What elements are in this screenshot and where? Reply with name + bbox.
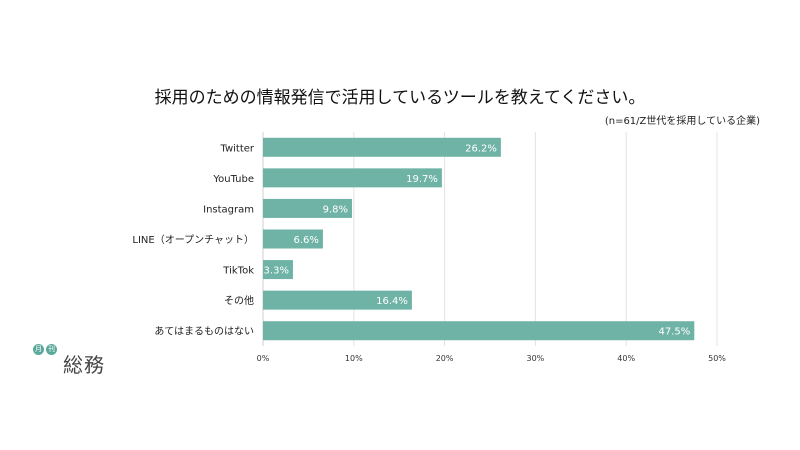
chart-title: 採用のための情報発信で活用しているツールを教えてください。 <box>154 88 646 108</box>
bar <box>263 198 352 218</box>
category-label: TikTok <box>222 266 254 277</box>
bar <box>263 260 293 280</box>
x-tick-label: 0% <box>257 354 270 363</box>
data-label: 9.8% <box>323 204 348 215</box>
bar <box>263 290 412 310</box>
logo-badge-2: 刊 <box>46 344 57 355</box>
chart-subtitle: (n=61/Z世代を採用している企業) <box>604 116 760 127</box>
x-tick-label: 20% <box>436 354 454 363</box>
bar <box>263 321 695 341</box>
data-label: 26.2% <box>465 143 497 154</box>
category-label: あてはまるものはない <box>154 326 254 338</box>
category-label: Instagram <box>203 204 254 215</box>
bar <box>263 229 323 249</box>
logo-text: 総務 <box>63 353 105 377</box>
bar <box>263 168 442 188</box>
data-label: 19.7% <box>406 174 438 185</box>
data-label: 16.4% <box>376 296 408 307</box>
bar <box>263 137 501 157</box>
logo-badge-1: 月 <box>33 344 44 355</box>
data-label: 6.6% <box>294 235 319 246</box>
x-tick-label: 10% <box>345 354 363 363</box>
category-label: YouTube <box>212 174 254 185</box>
x-tick-label: 30% <box>527 354 545 363</box>
logo: 月 刊 総務 <box>33 344 123 380</box>
x-tick-label: 40% <box>617 354 635 363</box>
category-label: その他 <box>224 294 254 307</box>
category-label: Twitter <box>219 143 254 154</box>
x-tick-label: 50% <box>708 354 726 363</box>
data-label: 47.5% <box>659 327 691 338</box>
data-label: 3.3% <box>264 266 289 277</box>
category-label: LINE（オープンチャット） <box>132 234 254 246</box>
